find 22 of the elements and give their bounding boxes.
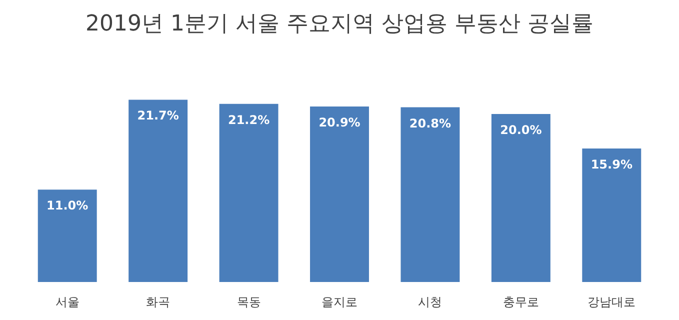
data-label: 20.8% bbox=[409, 116, 452, 130]
x-tick-label: 서울 bbox=[55, 295, 80, 309]
x-tick-label: 을지로 bbox=[322, 295, 358, 309]
bar bbox=[128, 100, 188, 282]
bar bbox=[38, 190, 97, 282]
data-label: 21.7% bbox=[137, 108, 179, 123]
data-label: 11.0% bbox=[46, 198, 88, 213]
data-label: 15.9% bbox=[590, 157, 632, 172]
x-tick-label: 강남대로 bbox=[588, 295, 636, 309]
x-tick-label: 목동 bbox=[236, 295, 261, 309]
x-tick-label: 화곡 bbox=[146, 295, 170, 309]
x-tick-label: 충무로 bbox=[502, 295, 539, 309]
bar bbox=[582, 148, 642, 282]
bar bbox=[400, 107, 460, 282]
data-label: 20.0% bbox=[500, 123, 542, 137]
x-tick-label: 시청 bbox=[418, 295, 442, 309]
bar bbox=[310, 106, 369, 282]
chart-title: 2019년 1분기 서울 주요지역 상업용 부동산 공실률 bbox=[86, 12, 594, 36]
bar bbox=[491, 114, 550, 282]
bar bbox=[219, 104, 278, 282]
data-label: 21.2% bbox=[228, 112, 270, 127]
data-label: 20.9% bbox=[318, 115, 360, 130]
